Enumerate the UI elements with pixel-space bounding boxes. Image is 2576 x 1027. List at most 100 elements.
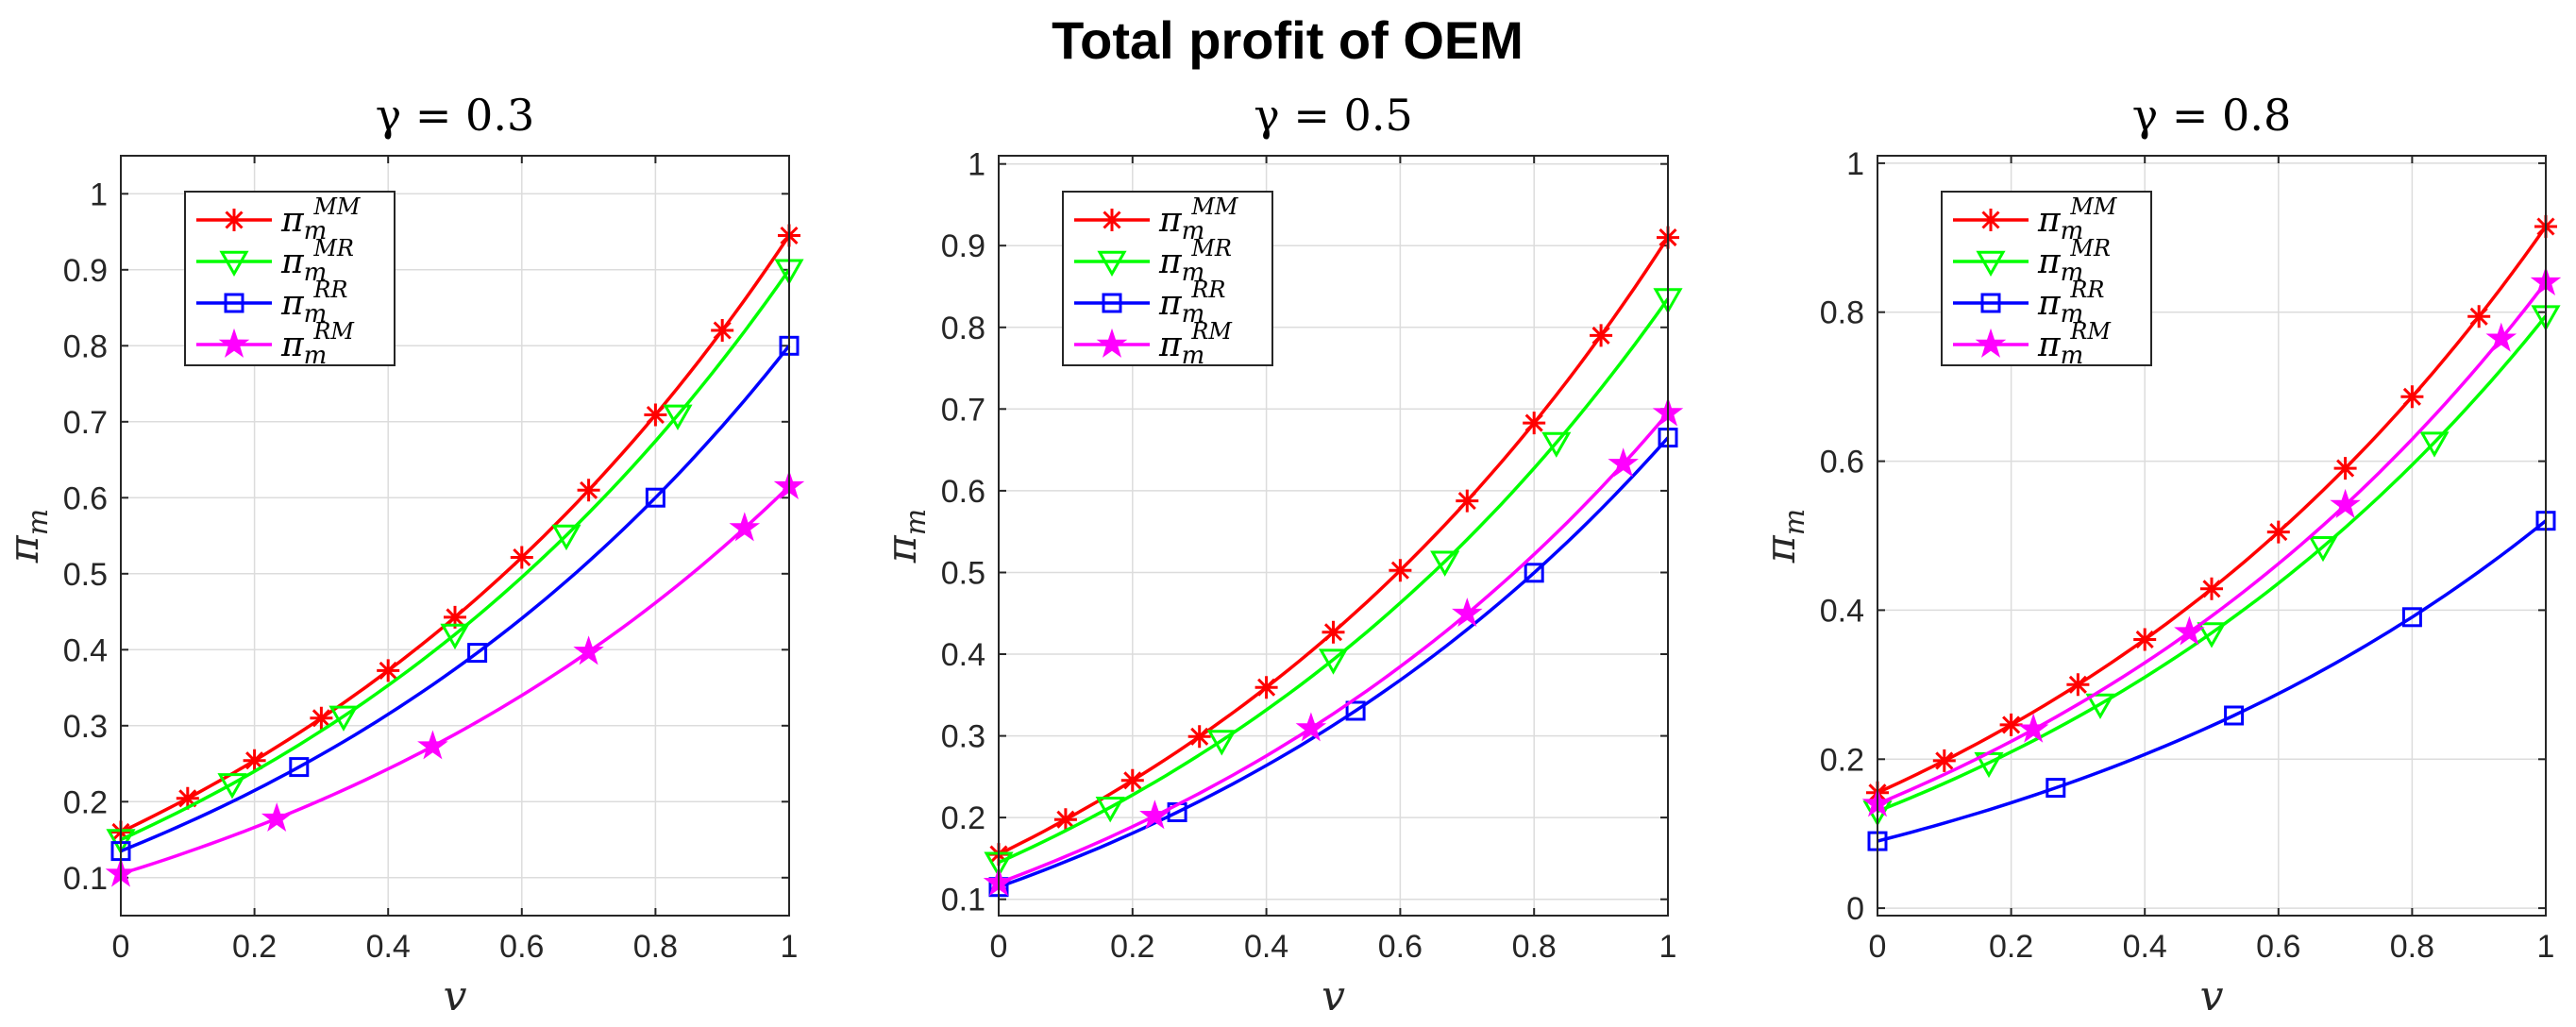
marker-MR: [663, 404, 693, 430]
marker-RM: [1452, 598, 1483, 628]
x-tick-label: 0: [1869, 929, 1887, 965]
legend-marker-RM: [1096, 328, 1128, 358]
legend-label-sup: RM: [312, 318, 355, 345]
marker-MM: [444, 605, 466, 629]
legend-label-sub: m: [1182, 259, 1205, 287]
panel-title: γ = 0.5: [1254, 90, 1412, 141]
marker-MM: [2133, 628, 2157, 651]
marker-MM: [1523, 412, 1546, 435]
series-line-RR: [998, 436, 1670, 889]
legend-label-base: π: [2037, 243, 2062, 281]
legend-label-sub: m: [304, 300, 328, 328]
legend-label-base: π: [280, 201, 305, 240]
marker-RR: [289, 757, 310, 778]
marker-MR: [217, 773, 247, 800]
legend-label-sup: MM: [2069, 194, 2118, 220]
legend-label-sub: m: [1182, 217, 1205, 245]
marker-RR: [645, 487, 665, 508]
legend-label-base: π: [1158, 284, 1183, 323]
series-line-MR: [998, 297, 1670, 865]
x-tick-label: 0: [990, 929, 1008, 965]
y-tick-label: 0: [1846, 891, 1864, 927]
marker-MM: [1999, 713, 2023, 736]
legend-label-sup: RM: [1190, 318, 1233, 345]
marker-RM: [2174, 615, 2205, 646]
axes-frame: [120, 155, 790, 917]
series-line-RM: [998, 412, 1670, 885]
marker-RR: [1345, 700, 1366, 721]
series-line-MR: [120, 268, 791, 842]
legend-label-sub: m: [304, 217, 328, 245]
y-tick-label: 0.2: [63, 784, 108, 820]
legend-label-sup: MR: [2069, 235, 2111, 261]
y-axis-label-subscript: m: [900, 509, 933, 535]
legend-marker-MM: [223, 209, 245, 231]
x-tick-label: 0.8: [633, 929, 678, 965]
x-tick-label: 0.4: [366, 929, 411, 965]
marker-MM: [2333, 457, 2357, 480]
panel-title: γ = 0.8: [2132, 90, 2291, 141]
legend-marker-MM: [1101, 209, 1123, 231]
legend-label-MM: πmMM: [1158, 194, 1239, 245]
legend-label-RR: πmRR: [280, 277, 347, 328]
panels: γ = 0.3 0 0.2 0.4 0.6 0.8 1 0.1 0.2 0.3 0.4 0.5 0.6 0…: [0, 90, 2562, 1020]
marker-MR: [2085, 693, 2115, 719]
legend-label-MR: πmMR: [2037, 235, 2111, 287]
y-tick-label: 0.4: [941, 637, 985, 673]
x-axis-label: v: [444, 972, 467, 1020]
series-line-RR: [1877, 519, 2548, 843]
legend-label-base: π: [2037, 201, 2062, 240]
chart-panel-2: γ = 0.5 0 0.2 0.4 0.6 0.8 1 0.1 0.2 0.3 0.4 0.5 0.6 0…: [878, 90, 1684, 1020]
legend-label-sub: m: [1182, 342, 1205, 370]
marker-RM: [2017, 713, 2049, 743]
x-tick-label: 0.4: [1244, 929, 1288, 965]
panel-title: γ = 0.3: [376, 90, 534, 141]
y-tick-label: 0.1: [63, 861, 108, 897]
y-tick-label: 0.4: [1820, 593, 1864, 629]
y-tick-label: 1: [1846, 146, 1864, 182]
y-tick-label: 0.9: [63, 253, 108, 289]
marker-MM: [510, 546, 533, 569]
y-axis-label: πm: [0, 509, 55, 564]
series-line-MR: [1877, 314, 2548, 814]
y-tick-label: 0.5: [941, 556, 985, 592]
x-axis-label: v: [1322, 972, 1345, 1020]
marker-MR: [1206, 730, 1237, 756]
x-tick-label: 0: [112, 929, 130, 965]
legend-label-MM: πmMM: [280, 194, 362, 245]
marker-MM: [1456, 489, 1479, 513]
legend-label-sup: MR: [1190, 235, 1232, 261]
axes-frame: [998, 155, 1669, 917]
marker-RR: [467, 643, 488, 664]
legend-label-RR: πmRR: [1158, 277, 1225, 328]
series-line-RM: [120, 484, 791, 876]
marker-MR: [2197, 622, 2227, 648]
marker-RM: [2485, 322, 2517, 352]
y-tick-label: 0.5: [63, 557, 108, 593]
y-tick-label: 0.7: [941, 392, 985, 428]
marker-RM: [1608, 447, 1639, 478]
legend-label-sup: RR: [312, 277, 347, 303]
y-tick-label: 0.8: [1820, 295, 1864, 331]
legend-label-MM: πmMM: [2037, 194, 2118, 245]
legend-marker-RM: [1975, 328, 2007, 358]
marker-RR: [2224, 705, 2245, 726]
y-tick-label: 0.6: [63, 480, 108, 516]
marker-RM: [2330, 488, 2361, 518]
marker-MR: [328, 705, 359, 732]
marker-MR: [551, 524, 581, 551]
marker-MM: [711, 319, 734, 342]
marker-MM: [1053, 808, 1077, 832]
marker-MM: [2400, 385, 2424, 409]
y-tick-label: 1: [968, 147, 985, 183]
y-tick-label: 0.8: [941, 311, 985, 346]
y-axis-label-subscript: m: [22, 509, 55, 535]
legend-label-RM: πmRM: [280, 318, 355, 370]
marker-MM: [1389, 559, 1412, 582]
marker-MR: [1095, 797, 1125, 823]
marker-MM: [176, 786, 199, 810]
legend-label-base: π: [1158, 201, 1183, 240]
marker-MM: [1932, 749, 1956, 772]
legend-label-sub: m: [1182, 300, 1205, 328]
